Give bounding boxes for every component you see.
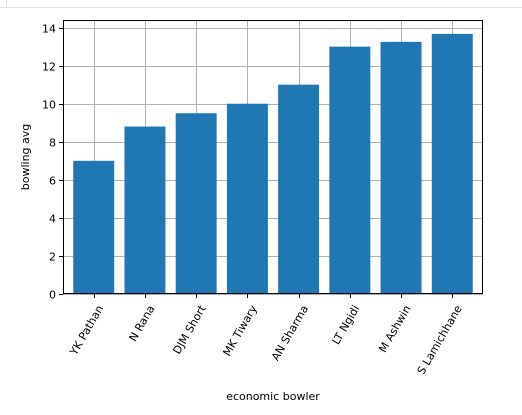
plot-frame — [63, 20, 483, 294]
notebook-output-top-edge — [0, 0, 522, 8]
x-tick-label: YK Pathan — [67, 303, 106, 358]
y-tick-label: 0 — [49, 289, 56, 302]
y-tick-label: 10 — [42, 99, 56, 112]
y-tick-label: 12 — [42, 61, 56, 74]
bar-an-sharma — [278, 84, 320, 294]
x-axis-label: economic bowler — [226, 390, 320, 403]
x-tick-label: N Rana — [126, 303, 157, 344]
x-tick-label: MK Tiwary — [220, 303, 260, 359]
bar-yk-pathan — [73, 160, 115, 294]
y-tick-label: 4 — [49, 213, 56, 226]
x-tick-label: AN Sharma — [269, 303, 311, 363]
y-tick-label: 6 — [49, 175, 56, 188]
y-tick-label: 14 — [42, 23, 56, 36]
bar-m-ashwin — [380, 41, 422, 294]
y-axis-label: bowling avg — [19, 124, 32, 191]
bar-djm-short — [175, 113, 217, 294]
x-tick-label: S Lamichhane — [415, 303, 465, 377]
x-tick-label: M Ashwin — [376, 303, 413, 355]
y-ticks: 0 2 4 6 8 10 12 14 — [42, 23, 63, 302]
y-tick-label: 8 — [49, 137, 56, 150]
bar-lt-ngidi — [329, 46, 371, 295]
bar-s-lamichhane — [431, 33, 473, 294]
x-tick-label: DJM Short — [170, 302, 209, 356]
bar-mk-tiwary — [226, 103, 268, 294]
bar-n-rana — [124, 126, 166, 294]
x-tick-label: LT Ngidi — [330, 303, 363, 347]
x-ticks: YK Pathan N Rana DJM Short MK Tiwary AN Shar… — [67, 294, 465, 377]
bars — [73, 33, 473, 295]
y-tick-label: 2 — [49, 251, 56, 264]
